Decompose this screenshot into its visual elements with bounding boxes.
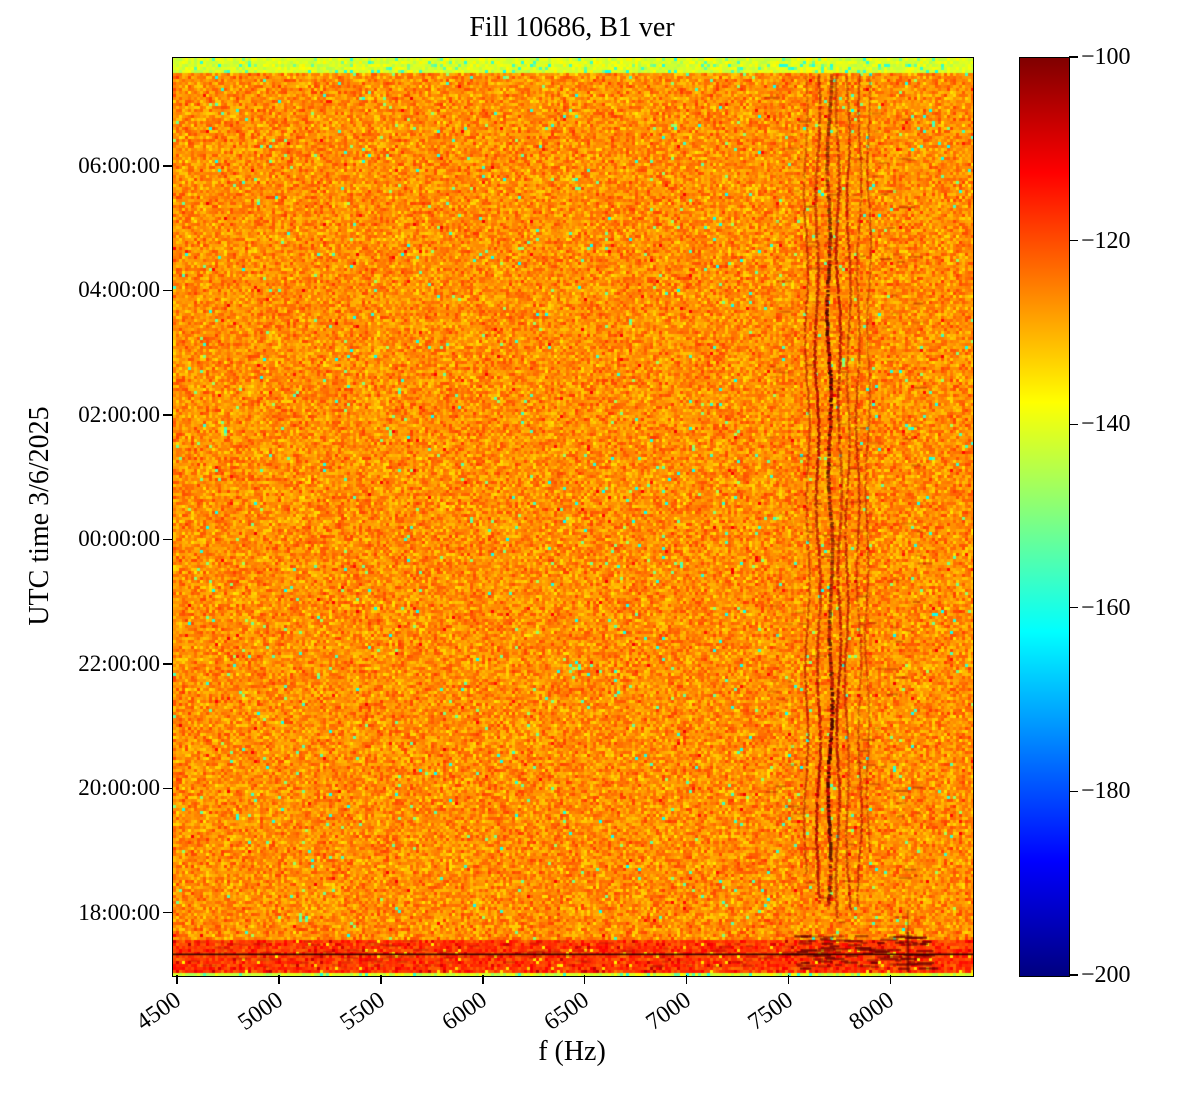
plot-area xyxy=(172,57,974,977)
y-axis-label: UTC time 3/6/2025 xyxy=(24,406,55,626)
y-tick-label: 20:00:00 xyxy=(78,775,160,801)
colorbar xyxy=(1019,57,1070,977)
y-tick-label: 18:00:00 xyxy=(78,899,160,925)
x-axis-label: f (Hz) xyxy=(538,1036,606,1067)
colorbar-tick-label: −140 xyxy=(1081,411,1131,438)
x-tick xyxy=(889,975,892,984)
x-tick xyxy=(380,975,382,984)
colorbar-tick-label: −200 xyxy=(1081,962,1131,988)
colorbar-tick xyxy=(1069,974,1078,976)
x-tick-label: 7500 xyxy=(743,986,798,1036)
y-tick xyxy=(163,414,172,416)
x-tick-label: 6500 xyxy=(539,986,594,1036)
x-tick-label: 5500 xyxy=(335,986,390,1036)
x-tick xyxy=(787,975,790,984)
y-tick-label: 04:00:00 xyxy=(78,277,160,303)
colorbar-tick xyxy=(1069,56,1078,58)
spectrogram-heatmap xyxy=(173,58,973,976)
x-tick-label: 6000 xyxy=(437,986,492,1036)
y-tick xyxy=(163,538,172,541)
y-tick xyxy=(163,663,172,665)
x-tick-label: 7000 xyxy=(641,986,696,1036)
colorbar-tick xyxy=(1069,607,1078,609)
chart-title: Fill 10686, B1 ver xyxy=(469,12,675,43)
colorbar-tick-label: −100 xyxy=(1081,44,1131,70)
x-tick xyxy=(685,975,688,984)
colorbar-tick xyxy=(1069,790,1078,793)
colorbar-tick-label: −120 xyxy=(1081,227,1131,254)
x-tick-label: 8000 xyxy=(845,986,900,1036)
x-tick xyxy=(176,975,178,984)
y-tick xyxy=(163,787,172,789)
y-tick-label: 06:00:00 xyxy=(78,152,160,178)
x-tick xyxy=(482,975,484,984)
x-tick xyxy=(278,975,280,984)
colorbar-tick-label: −180 xyxy=(1081,778,1131,805)
y-tick-label: 00:00:00 xyxy=(78,526,160,552)
y-tick xyxy=(163,165,172,167)
y-tick xyxy=(163,289,172,292)
y-tick-label: 02:00:00 xyxy=(78,401,160,427)
colorbar-tick xyxy=(1069,423,1078,425)
colorbar-tick xyxy=(1069,239,1078,242)
x-tick xyxy=(584,975,586,984)
colorbar-tick-label: −160 xyxy=(1081,594,1131,621)
x-tick-label: 4500 xyxy=(131,986,186,1036)
x-tick-label: 5000 xyxy=(233,986,288,1036)
y-tick-label: 22:00:00 xyxy=(78,650,160,676)
y-tick xyxy=(163,912,172,914)
